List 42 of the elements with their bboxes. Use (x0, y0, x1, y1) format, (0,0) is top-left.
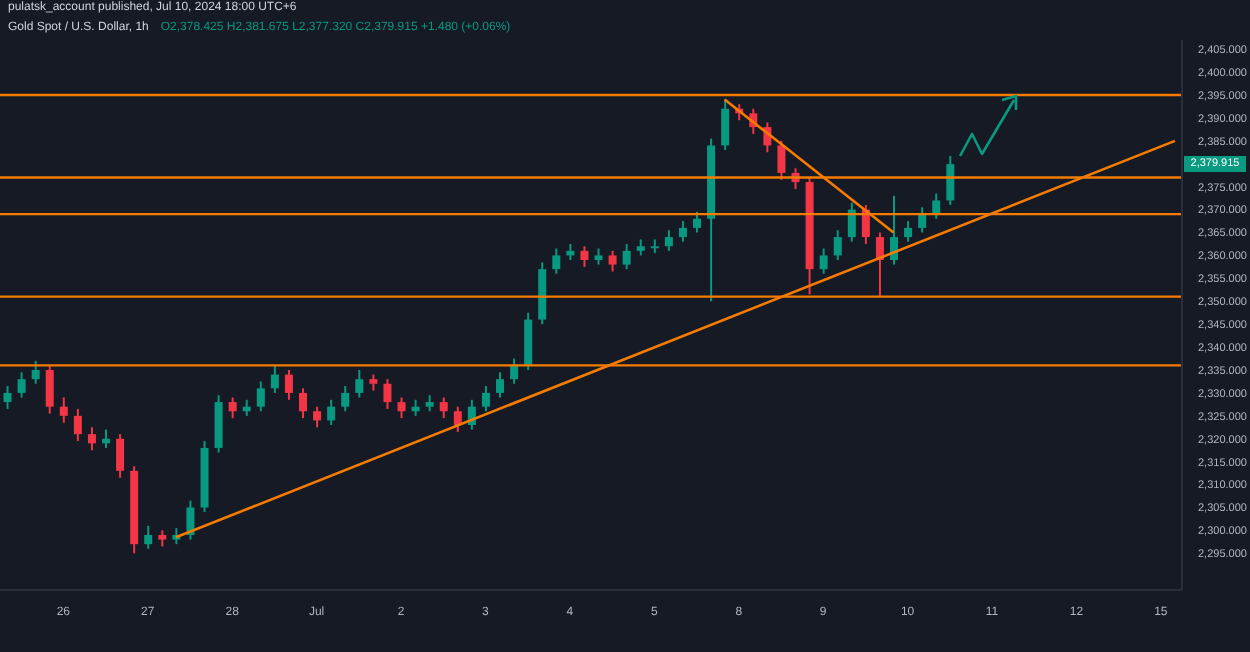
candlestick (270, 364, 279, 394)
candlestick (313, 405, 322, 429)
candlestick (918, 206, 927, 234)
candlestick (299, 387, 308, 420)
candlestick (552, 247, 561, 275)
candlestick (3, 385, 12, 410)
candlestick (256, 380, 265, 413)
candlestick (284, 369, 293, 401)
candlestick (383, 378, 392, 410)
candlestick (904, 220, 913, 243)
candlestick (608, 249, 617, 273)
candlestick (847, 201, 856, 243)
candlestick (664, 229, 673, 252)
candlestick (693, 210, 702, 234)
candlestick (496, 371, 505, 399)
candlestick (819, 247, 828, 275)
candlestick (87, 426, 96, 452)
candlestick (214, 394, 223, 454)
candlestick (116, 433, 125, 479)
candlestick (453, 405, 462, 433)
candlestick (31, 359, 40, 385)
candlestick (946, 154, 955, 206)
candlestick (622, 242, 631, 271)
candlestick (777, 139, 786, 181)
candlestick (580, 245, 589, 268)
candlestick (73, 407, 82, 443)
candlestick (355, 369, 364, 399)
candlestick (17, 371, 26, 399)
candlestick (144, 524, 153, 550)
candlestick (932, 192, 941, 220)
candlestick (341, 385, 350, 413)
candlestick (397, 396, 406, 420)
candlestick (678, 220, 687, 243)
candlestick (721, 98, 730, 151)
candlestick (833, 229, 842, 261)
candlestick (481, 385, 490, 413)
candlestick (228, 396, 237, 420)
candlestick (524, 311, 533, 371)
candlestick (327, 398, 336, 426)
candlestick (59, 396, 68, 424)
candlestick (439, 396, 448, 420)
candlestick (45, 364, 54, 415)
